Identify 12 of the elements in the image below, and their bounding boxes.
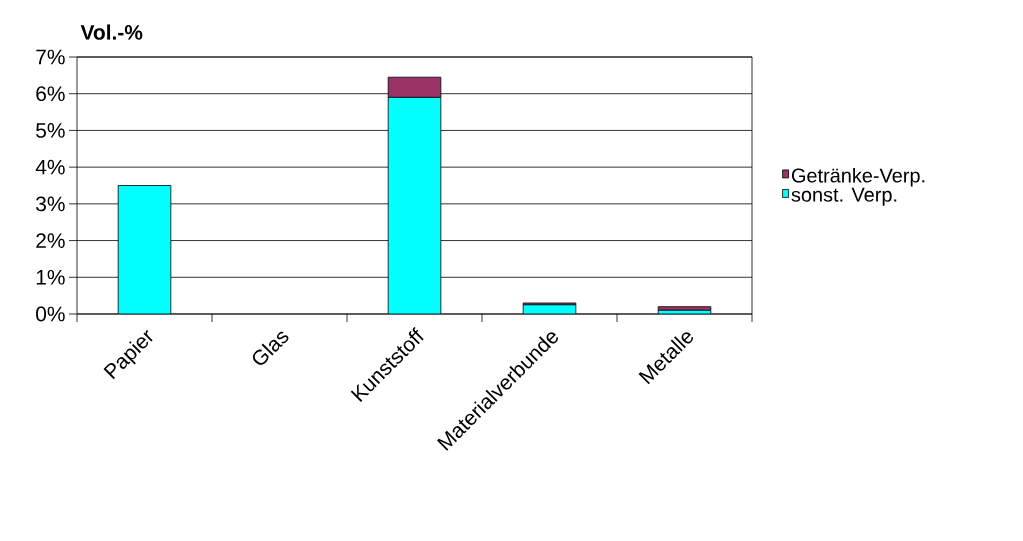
y-tick-label: 6% bbox=[36, 86, 65, 102]
y-tick-label: 5% bbox=[36, 123, 65, 138]
y-tick-label: 2% bbox=[36, 233, 65, 248]
y-tick-label: 1% bbox=[36, 269, 65, 285]
x-tick-label: Glas bbox=[252, 331, 289, 365]
y-tick-label: 4% bbox=[35, 159, 65, 175]
y-tick-label: 3% bbox=[36, 196, 65, 212]
chart-title: Vol.-% bbox=[80, 24, 143, 40]
y-tick-label: 7% bbox=[36, 49, 65, 65]
legend-label: sonst. Verp. bbox=[791, 187, 897, 206]
y-tick-label: 0% bbox=[36, 306, 65, 322]
legend-label: Getränke-Verp. bbox=[791, 167, 925, 187]
